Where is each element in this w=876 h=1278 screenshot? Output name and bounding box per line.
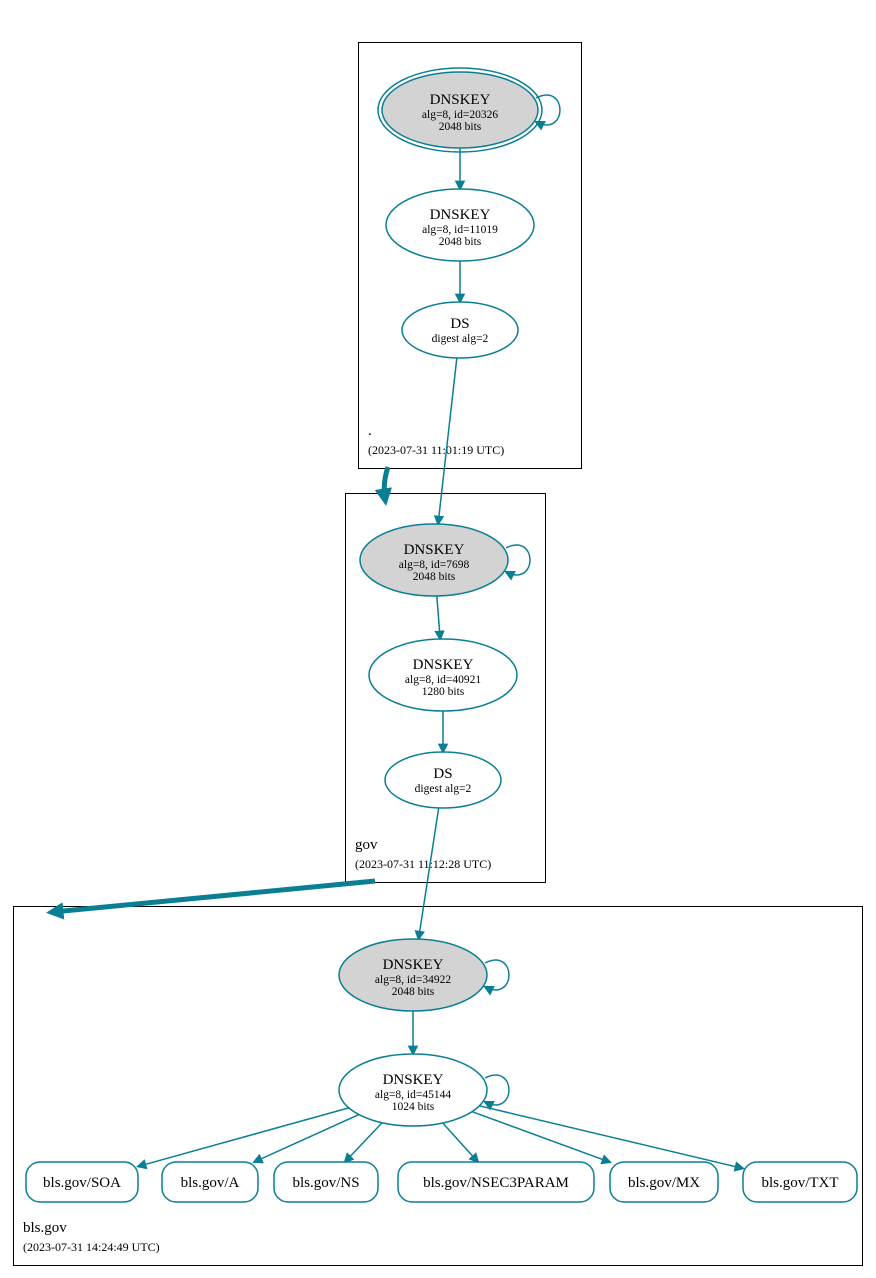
zone-box-root [358, 42, 582, 469]
zone-title-gov: gov [355, 837, 378, 854]
zone-title-blsgov: bls.gov [23, 1220, 67, 1237]
zone-title-root: . [368, 423, 372, 440]
diagram-canvas: . (2023-07-31 11:01:19 UTC) gov (2023-07… [0, 0, 876, 1278]
zone-timestamp-blsgov: (2023-07-31 14:24:49 UTC) [23, 1240, 160, 1255]
zone-box-blsgov [13, 906, 863, 1266]
zone-timestamp-root: (2023-07-31 11:01:19 UTC) [368, 443, 504, 458]
zone-box-gov [345, 493, 546, 883]
zone-timestamp-gov: (2023-07-31 11:12:28 UTC) [355, 857, 491, 872]
